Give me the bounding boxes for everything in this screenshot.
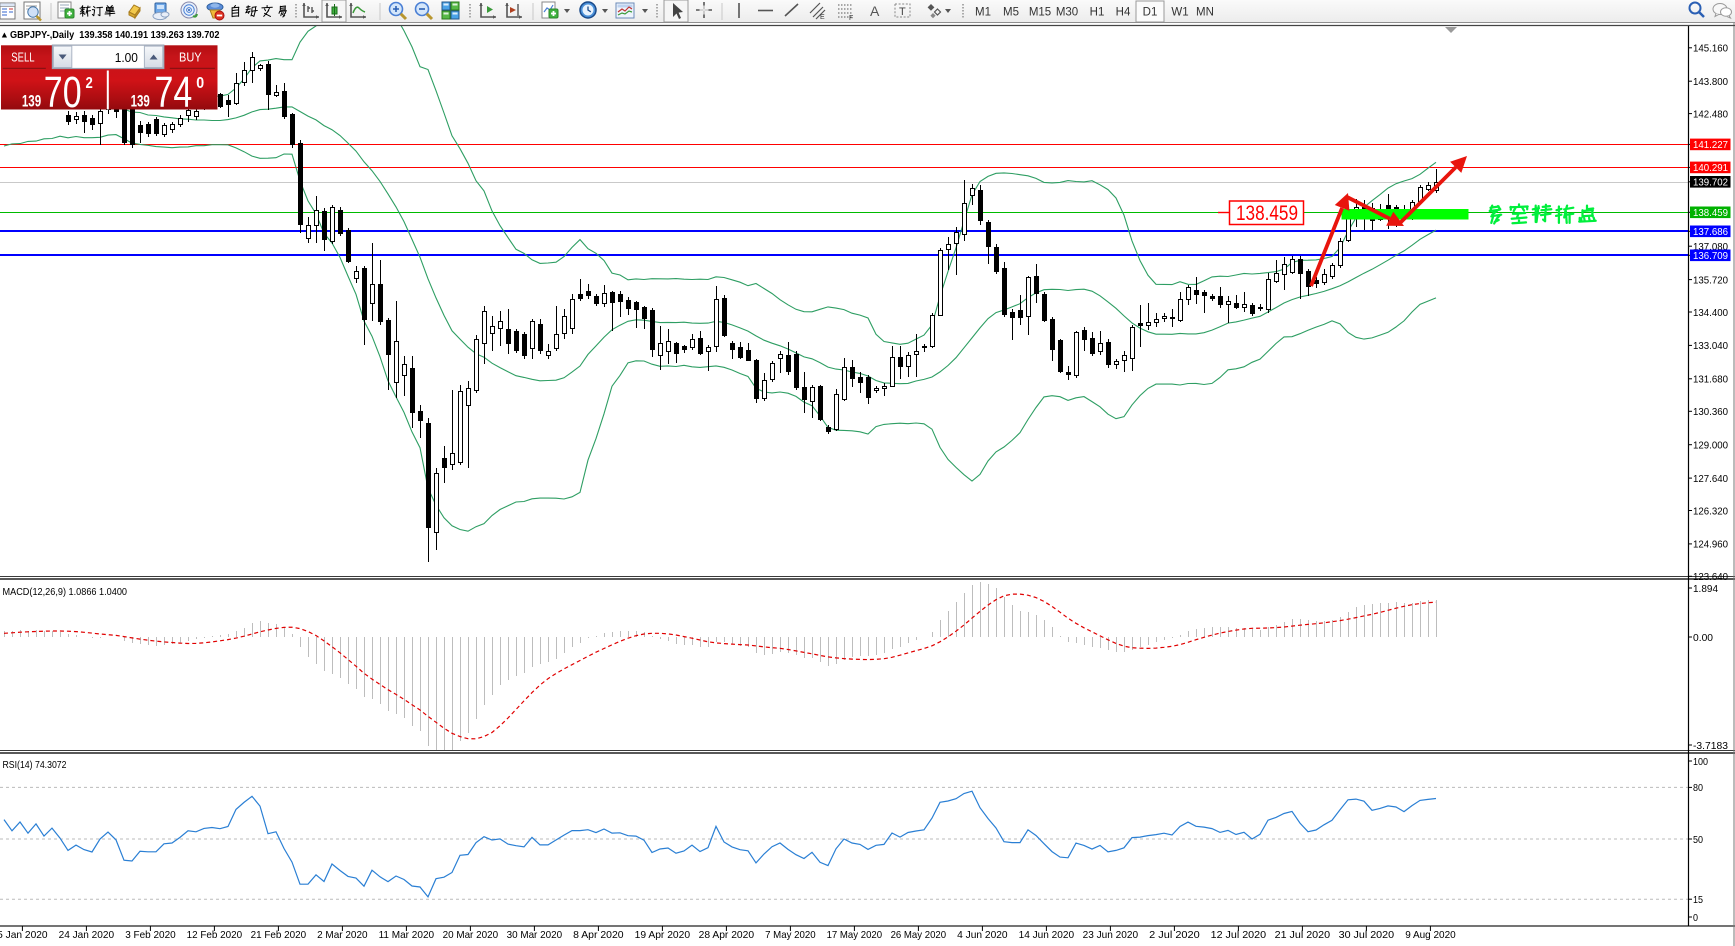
svg-text:126.320: 126.320 [1693,505,1728,517]
svg-text:BUY: BUY [179,49,202,64]
svg-text:80: 80 [1693,782,1703,794]
svg-text:138.459: 138.459 [1693,207,1728,219]
svg-text:E: E [820,14,825,21]
svg-text:129.000: 129.000 [1693,440,1728,452]
svg-text:30 Jul 2020: 30 Jul 2020 [1339,929,1395,941]
svg-text:136.709: 136.709 [1693,250,1728,262]
svg-text:143.800: 143.800 [1693,76,1728,88]
svg-text:SELL: SELL [11,49,34,64]
svg-text:133.040: 133.040 [1693,340,1728,352]
svg-text:131.680: 131.680 [1693,374,1728,386]
svg-text:139: 139 [131,91,150,110]
svg-text:RSI(14) 74.3072: RSI(14) 74.3072 [3,759,67,771]
svg-text:141.227: 141.227 [1693,139,1728,151]
svg-text:1.894: 1.894 [1693,583,1718,595]
svg-text:W1: W1 [1171,7,1188,19]
svg-text:MN: MN [1196,7,1214,19]
svg-text:M5: M5 [1003,7,1019,19]
svg-text:2 Mar 2020: 2 Mar 2020 [317,929,368,941]
svg-text:21 Jul 2020: 21 Jul 2020 [1275,929,1331,941]
svg-text:8 Apr 2020: 8 Apr 2020 [573,929,624,941]
svg-text:0: 0 [196,75,204,92]
svg-text:15: 15 [1693,894,1703,906]
svg-text:T: T [899,6,906,18]
svg-text:70: 70 [44,68,82,114]
svg-text:74: 74 [155,68,193,114]
svg-text:7 May 2020: 7 May 2020 [765,929,816,941]
svg-text:23 Jun 2020: 23 Jun 2020 [1083,929,1139,941]
svg-text:130.360: 130.360 [1693,406,1728,418]
svg-text:21 Feb 2020: 21 Feb 2020 [251,929,307,941]
svg-text:3 Feb 2020: 3 Feb 2020 [125,929,176,941]
svg-text:H4: H4 [1116,7,1131,19]
svg-text:139: 139 [22,91,41,110]
svg-text:127.640: 127.640 [1693,473,1728,485]
svg-text:F: F [849,15,853,22]
svg-text:142.480: 142.480 [1693,108,1728,120]
svg-text:30 Mar 2020: 30 Mar 2020 [507,929,563,941]
svg-text:1.00: 1.00 [115,50,138,65]
svg-text:11 Mar 2020: 11 Mar 2020 [379,929,435,941]
svg-text:2 Jul 2020: 2 Jul 2020 [1149,929,1200,941]
svg-text:24 Jan 2020: 24 Jan 2020 [59,929,115,941]
svg-text:4 Jun 2020: 4 Jun 2020 [957,929,1008,941]
svg-text:M1: M1 [975,7,991,19]
svg-text:137.686: 137.686 [1693,226,1728,238]
svg-text:123.640: 123.640 [1693,571,1728,583]
svg-text:28 Apr 2020: 28 Apr 2020 [699,929,755,941]
svg-text:D1: D1 [1143,7,1158,19]
svg-text:12 Feb 2020: 12 Feb 2020 [187,929,243,941]
svg-text:A: A [870,3,880,19]
svg-text:MACD(12,26,9) 1.0866 1.0400: MACD(12,26,9) 1.0866 1.0400 [3,586,128,598]
svg-text:100: 100 [1693,756,1708,768]
svg-text:17 May 2020: 17 May 2020 [827,929,883,941]
svg-text:0: 0 [1693,912,1698,924]
svg-text:140.291: 140.291 [1693,162,1728,174]
svg-text:19 Apr 2020: 19 Apr 2020 [635,929,691,941]
svg-text:145.160: 145.160 [1693,43,1728,55]
svg-text:134.400: 134.400 [1693,307,1728,319]
svg-text:5 Jan 2020: 5 Jan 2020 [0,929,48,941]
svg-text:9 Aug 2020: 9 Aug 2020 [1405,929,1456,941]
svg-text:50: 50 [1693,834,1703,846]
svg-text:2: 2 [86,75,93,92]
svg-text:20 Mar 2020: 20 Mar 2020 [443,929,499,941]
svg-text:26 May 2020: 26 May 2020 [891,929,947,941]
svg-text:14 Jun 2020: 14 Jun 2020 [1019,929,1075,941]
svg-text:12 Jul 2020: 12 Jul 2020 [1211,929,1267,941]
svg-text:H1: H1 [1090,7,1105,19]
svg-text:124.960: 124.960 [1693,539,1728,551]
svg-text:-3.7183: -3.7183 [1693,740,1728,752]
svg-text:0.00: 0.00 [1693,632,1713,644]
svg-text:138.459: 138.459 [1236,202,1298,225]
svg-text:M15: M15 [1029,7,1051,19]
svg-text:GBPJPY-,Daily 139.358 140.191: GBPJPY-,Daily 139.358 140.191 139.263 13… [10,29,220,41]
svg-text:139.702: 139.702 [1693,177,1728,189]
svg-text:M30: M30 [1056,7,1078,19]
svg-text:135.720: 135.720 [1693,274,1728,286]
